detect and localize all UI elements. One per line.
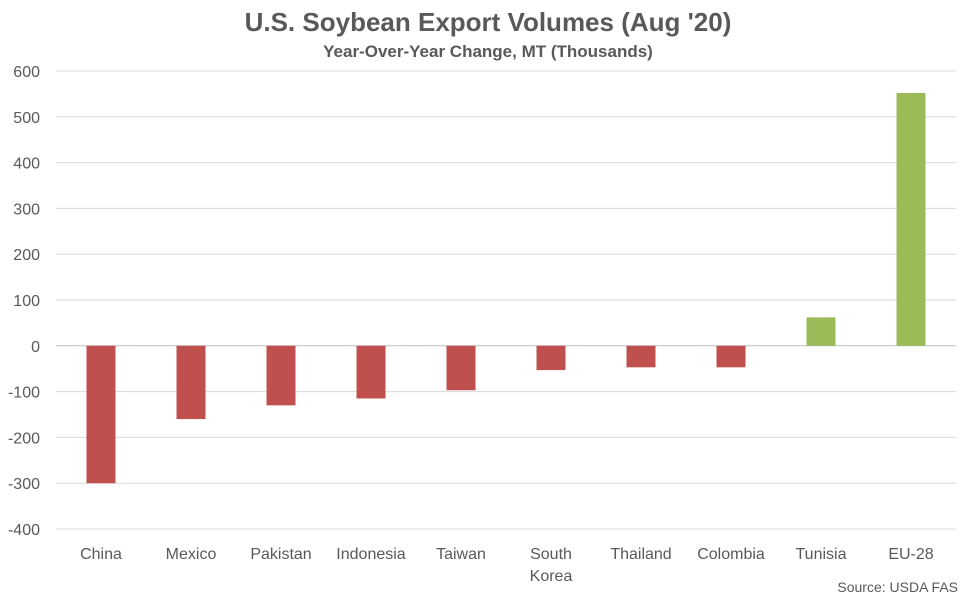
bar-south-korea <box>536 345 566 371</box>
x-category-label: EU-28 <box>888 546 933 563</box>
bar-tunisia <box>806 317 836 346</box>
bar-eu-28 <box>896 92 926 346</box>
bars <box>86 92 926 484</box>
y-tick-label: 600 <box>13 64 40 81</box>
x-category-label: Colombia <box>697 546 765 563</box>
y-tick-label: 500 <box>13 110 40 127</box>
bar-thailand <box>626 345 656 368</box>
y-tick-label: 0 <box>31 339 40 356</box>
y-tick-label: 200 <box>13 247 40 264</box>
bar-pakistan <box>266 345 296 406</box>
y-tick-label: -200 <box>8 430 40 447</box>
bar-indonesia <box>356 345 386 399</box>
chart-title: U.S. Soybean Export Volumes (Aug '20) <box>244 7 732 37</box>
y-axis-ticks: 600 500 400 300 200 100 0 -100 -200 -300 -400 <box>8 64 40 539</box>
x-category-label: Taiwan <box>436 546 486 563</box>
y-tick-label: -100 <box>8 385 40 402</box>
y-tick-label: -300 <box>8 476 40 493</box>
gridlines <box>56 70 956 530</box>
y-tick-label: 300 <box>13 201 40 218</box>
bar-colombia <box>716 345 746 368</box>
x-category-label: Tunisia <box>796 546 847 563</box>
x-category-label: Indonesia <box>336 546 405 563</box>
x-axis-categories: China Mexico Pakistan Indonesia Taiwan South K… <box>80 546 934 585</box>
y-tick-label: -400 <box>8 522 40 539</box>
bar-mexico <box>176 345 206 420</box>
x-category-label: China <box>80 546 122 563</box>
y-tick-label: 400 <box>13 156 40 173</box>
bar-taiwan <box>446 345 476 391</box>
x-category-label: Korea <box>530 568 573 585</box>
x-category-label: Thailand <box>610 546 671 563</box>
x-category-label: Pakistan <box>250 546 311 563</box>
y-tick-label: 100 <box>13 293 40 310</box>
bar-china <box>86 345 116 484</box>
x-category-label: South <box>530 546 572 563</box>
source-note: Source: USDA FAS <box>837 579 958 595</box>
x-category-label: Mexico <box>166 546 217 563</box>
chart-subtitle: Year-Over-Year Change, MT (Thousands) <box>323 42 653 61</box>
